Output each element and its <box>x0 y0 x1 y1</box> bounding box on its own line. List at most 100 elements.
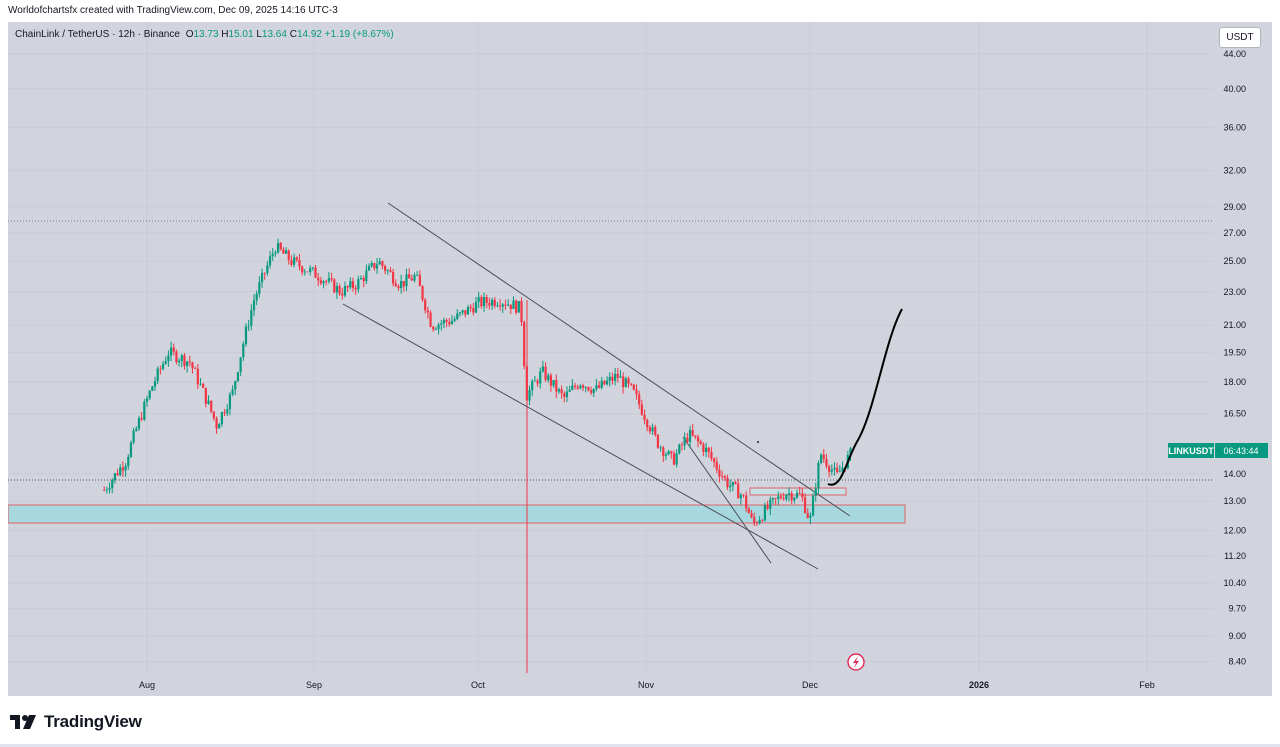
currency-button[interactable]: USDT <box>1219 27 1261 48</box>
candle <box>370 260 373 268</box>
legend-high: 15.01 <box>228 29 254 40</box>
candle-body <box>255 293 258 301</box>
candle-body <box>547 375 550 381</box>
legend-low: 13.64 <box>261 29 287 40</box>
candle <box>234 380 237 396</box>
attribution-text: Worldofchartsfx created with TradingView… <box>8 5 338 16</box>
candle-body <box>836 467 839 473</box>
candle-body <box>777 496 780 499</box>
candle <box>140 412 143 422</box>
candle-body <box>721 476 724 478</box>
legend-close: 14.92 <box>296 29 322 40</box>
bottom-divider <box>0 744 1280 747</box>
candle <box>456 308 459 321</box>
candle-body <box>632 384 635 390</box>
small-dot <box>757 441 759 443</box>
candle <box>341 287 344 300</box>
candle <box>691 423 694 437</box>
candle-body <box>603 380 606 385</box>
candle-body <box>325 281 328 283</box>
candle-body <box>809 515 812 518</box>
legend-symbol[interactable]: ChainLink / TetherUS · 12h · Binance <box>15 29 180 40</box>
time-tick-label: 2026 <box>969 680 989 690</box>
candle-body <box>654 427 657 435</box>
candle <box>426 306 429 319</box>
candle-body <box>699 441 702 445</box>
candle <box>820 453 823 465</box>
candle <box>683 432 686 450</box>
candle <box>680 441 684 451</box>
candle <box>314 265 317 278</box>
candle <box>354 285 357 295</box>
candle <box>793 496 796 504</box>
candle <box>715 457 718 474</box>
candle-body <box>311 267 314 269</box>
projection-curve <box>827 308 903 486</box>
candle-body <box>737 483 740 499</box>
candle <box>186 360 189 373</box>
candle-body <box>509 304 512 310</box>
candle <box>127 454 130 470</box>
candle <box>260 268 264 288</box>
candle-body <box>266 265 269 274</box>
candle-body <box>274 252 277 254</box>
candle-body <box>587 386 590 391</box>
candle-body <box>204 387 207 404</box>
candle-body <box>469 306 472 309</box>
time-axis[interactable]: Aug Sep Oct Nov Dec 2026 Feb <box>139 680 1155 690</box>
candle <box>405 268 408 292</box>
chart-area[interactable]: 44.00 40.00 36.00 32.00 29.00 27.00 25.00 23.00… <box>8 22 1272 696</box>
candle <box>255 290 258 306</box>
candle-body <box>250 310 253 326</box>
time-tick-label: Aug <box>139 680 155 690</box>
candle-body <box>584 386 587 388</box>
chart-svg[interactable]: 44.00 40.00 36.00 32.00 29.00 27.00 25.00 23.00… <box>8 22 1272 696</box>
price-tag-symbol: LINKUSDT <box>1168 446 1214 456</box>
candle <box>105 486 108 494</box>
candle-body <box>392 271 395 284</box>
candle <box>121 461 125 477</box>
support-zone <box>8 504 906 524</box>
candle-body <box>801 493 804 498</box>
candle <box>525 362 528 401</box>
candle-body <box>346 286 349 288</box>
candle <box>378 257 381 265</box>
candle-body <box>156 368 159 382</box>
candle-body <box>820 454 823 463</box>
lightning-icon[interactable] <box>847 653 865 671</box>
legend-high-label: H <box>221 29 229 40</box>
candle-body <box>515 300 518 313</box>
price-tick-label: 40.00 <box>1223 84 1246 94</box>
price-tick-label: 9.00 <box>1228 631 1246 641</box>
candle <box>327 271 330 284</box>
candle <box>790 490 793 504</box>
candle <box>194 366 197 369</box>
candle <box>811 493 815 517</box>
candle <box>402 281 405 292</box>
candle <box>161 360 165 371</box>
candle-body <box>129 442 133 457</box>
candle-body <box>742 494 745 496</box>
candle <box>178 358 181 367</box>
price-tick-label: 27.00 <box>1223 228 1246 238</box>
candle <box>293 253 296 268</box>
candle <box>263 272 266 280</box>
candle-body <box>341 293 344 296</box>
candle-body <box>718 469 721 477</box>
candle <box>148 389 151 400</box>
candle <box>753 512 756 527</box>
candle <box>290 255 293 267</box>
candle <box>285 247 288 254</box>
candle <box>533 376 536 382</box>
candle <box>557 387 561 394</box>
candle <box>218 422 221 429</box>
candle <box>675 449 678 468</box>
candle-body <box>421 286 424 300</box>
price-axis[interactable]: 44.00 40.00 36.00 32.00 29.00 27.00 25.00 23.00… <box>1223 49 1246 667</box>
price-tick-label: 14.00 <box>1223 469 1246 479</box>
candle-body <box>490 299 494 306</box>
candle-body <box>370 263 373 267</box>
candle <box>755 520 758 527</box>
candle-body <box>822 454 825 459</box>
candle-body <box>397 286 400 289</box>
